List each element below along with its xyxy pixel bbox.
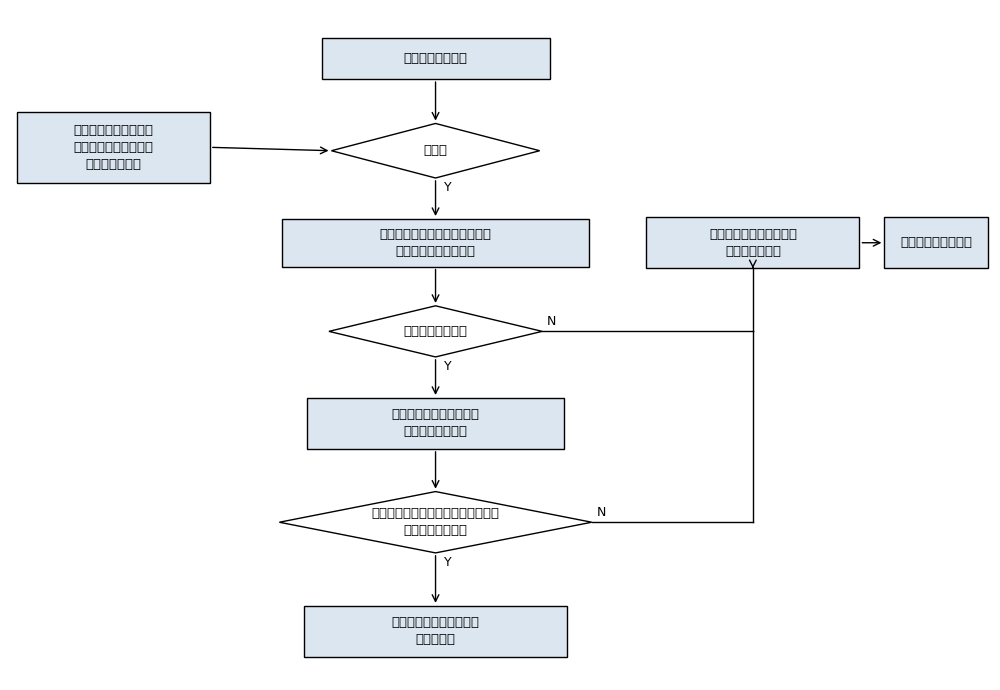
FancyBboxPatch shape [307, 398, 564, 449]
Text: 新环境: 新环境 [424, 144, 448, 157]
Polygon shape [279, 491, 592, 553]
Text: 统计假目标间距间隔和计
算假目标谱峰宽度: 统计假目标间距间隔和计 算假目标谱峰宽度 [392, 408, 480, 438]
Text: 初始化（噪声基底、假
目标间距间隔、假目标
谱峰宽度设定）: 初始化（噪声基底、假 目标间距间隔、假目标 谱峰宽度设定） [73, 124, 153, 171]
Text: 雷达接收数据输入: 雷达接收数据输入 [404, 52, 468, 65]
FancyBboxPatch shape [646, 217, 859, 268]
Text: 更新噪声基底、假目标间距间隔
和假目标谱峰宽度门限: 更新噪声基底、假目标间距间隔 和假目标谱峰宽度门限 [380, 228, 492, 258]
FancyBboxPatch shape [884, 217, 988, 268]
Text: Y: Y [443, 181, 451, 195]
Text: 上报点迹信息以及假目标
的标记信息: 上报点迹信息以及假目标 的标记信息 [392, 616, 480, 647]
FancyBboxPatch shape [322, 38, 550, 79]
Text: N: N [547, 315, 556, 328]
Text: 数据处理，形成航迹: 数据处理，形成航迹 [900, 236, 972, 249]
Polygon shape [329, 306, 542, 357]
FancyBboxPatch shape [17, 112, 210, 183]
Text: 匹配脉压，上报超过检测
门限的点迹信息: 匹配脉压，上报超过检测 门限的点迹信息 [709, 228, 797, 258]
Text: 噪声基底超过门限: 噪声基底超过门限 [404, 325, 468, 338]
FancyBboxPatch shape [282, 219, 589, 266]
Polygon shape [331, 124, 540, 178]
Text: Y: Y [443, 556, 451, 569]
Text: Y: Y [443, 360, 451, 373]
Text: 假目标间距间隔不超过门限且假目标
谱峰宽度小于门限: 假目标间距间隔不超过门限且假目标 谱峰宽度小于门限 [372, 507, 500, 538]
FancyBboxPatch shape [304, 606, 567, 657]
Text: N: N [597, 506, 606, 519]
